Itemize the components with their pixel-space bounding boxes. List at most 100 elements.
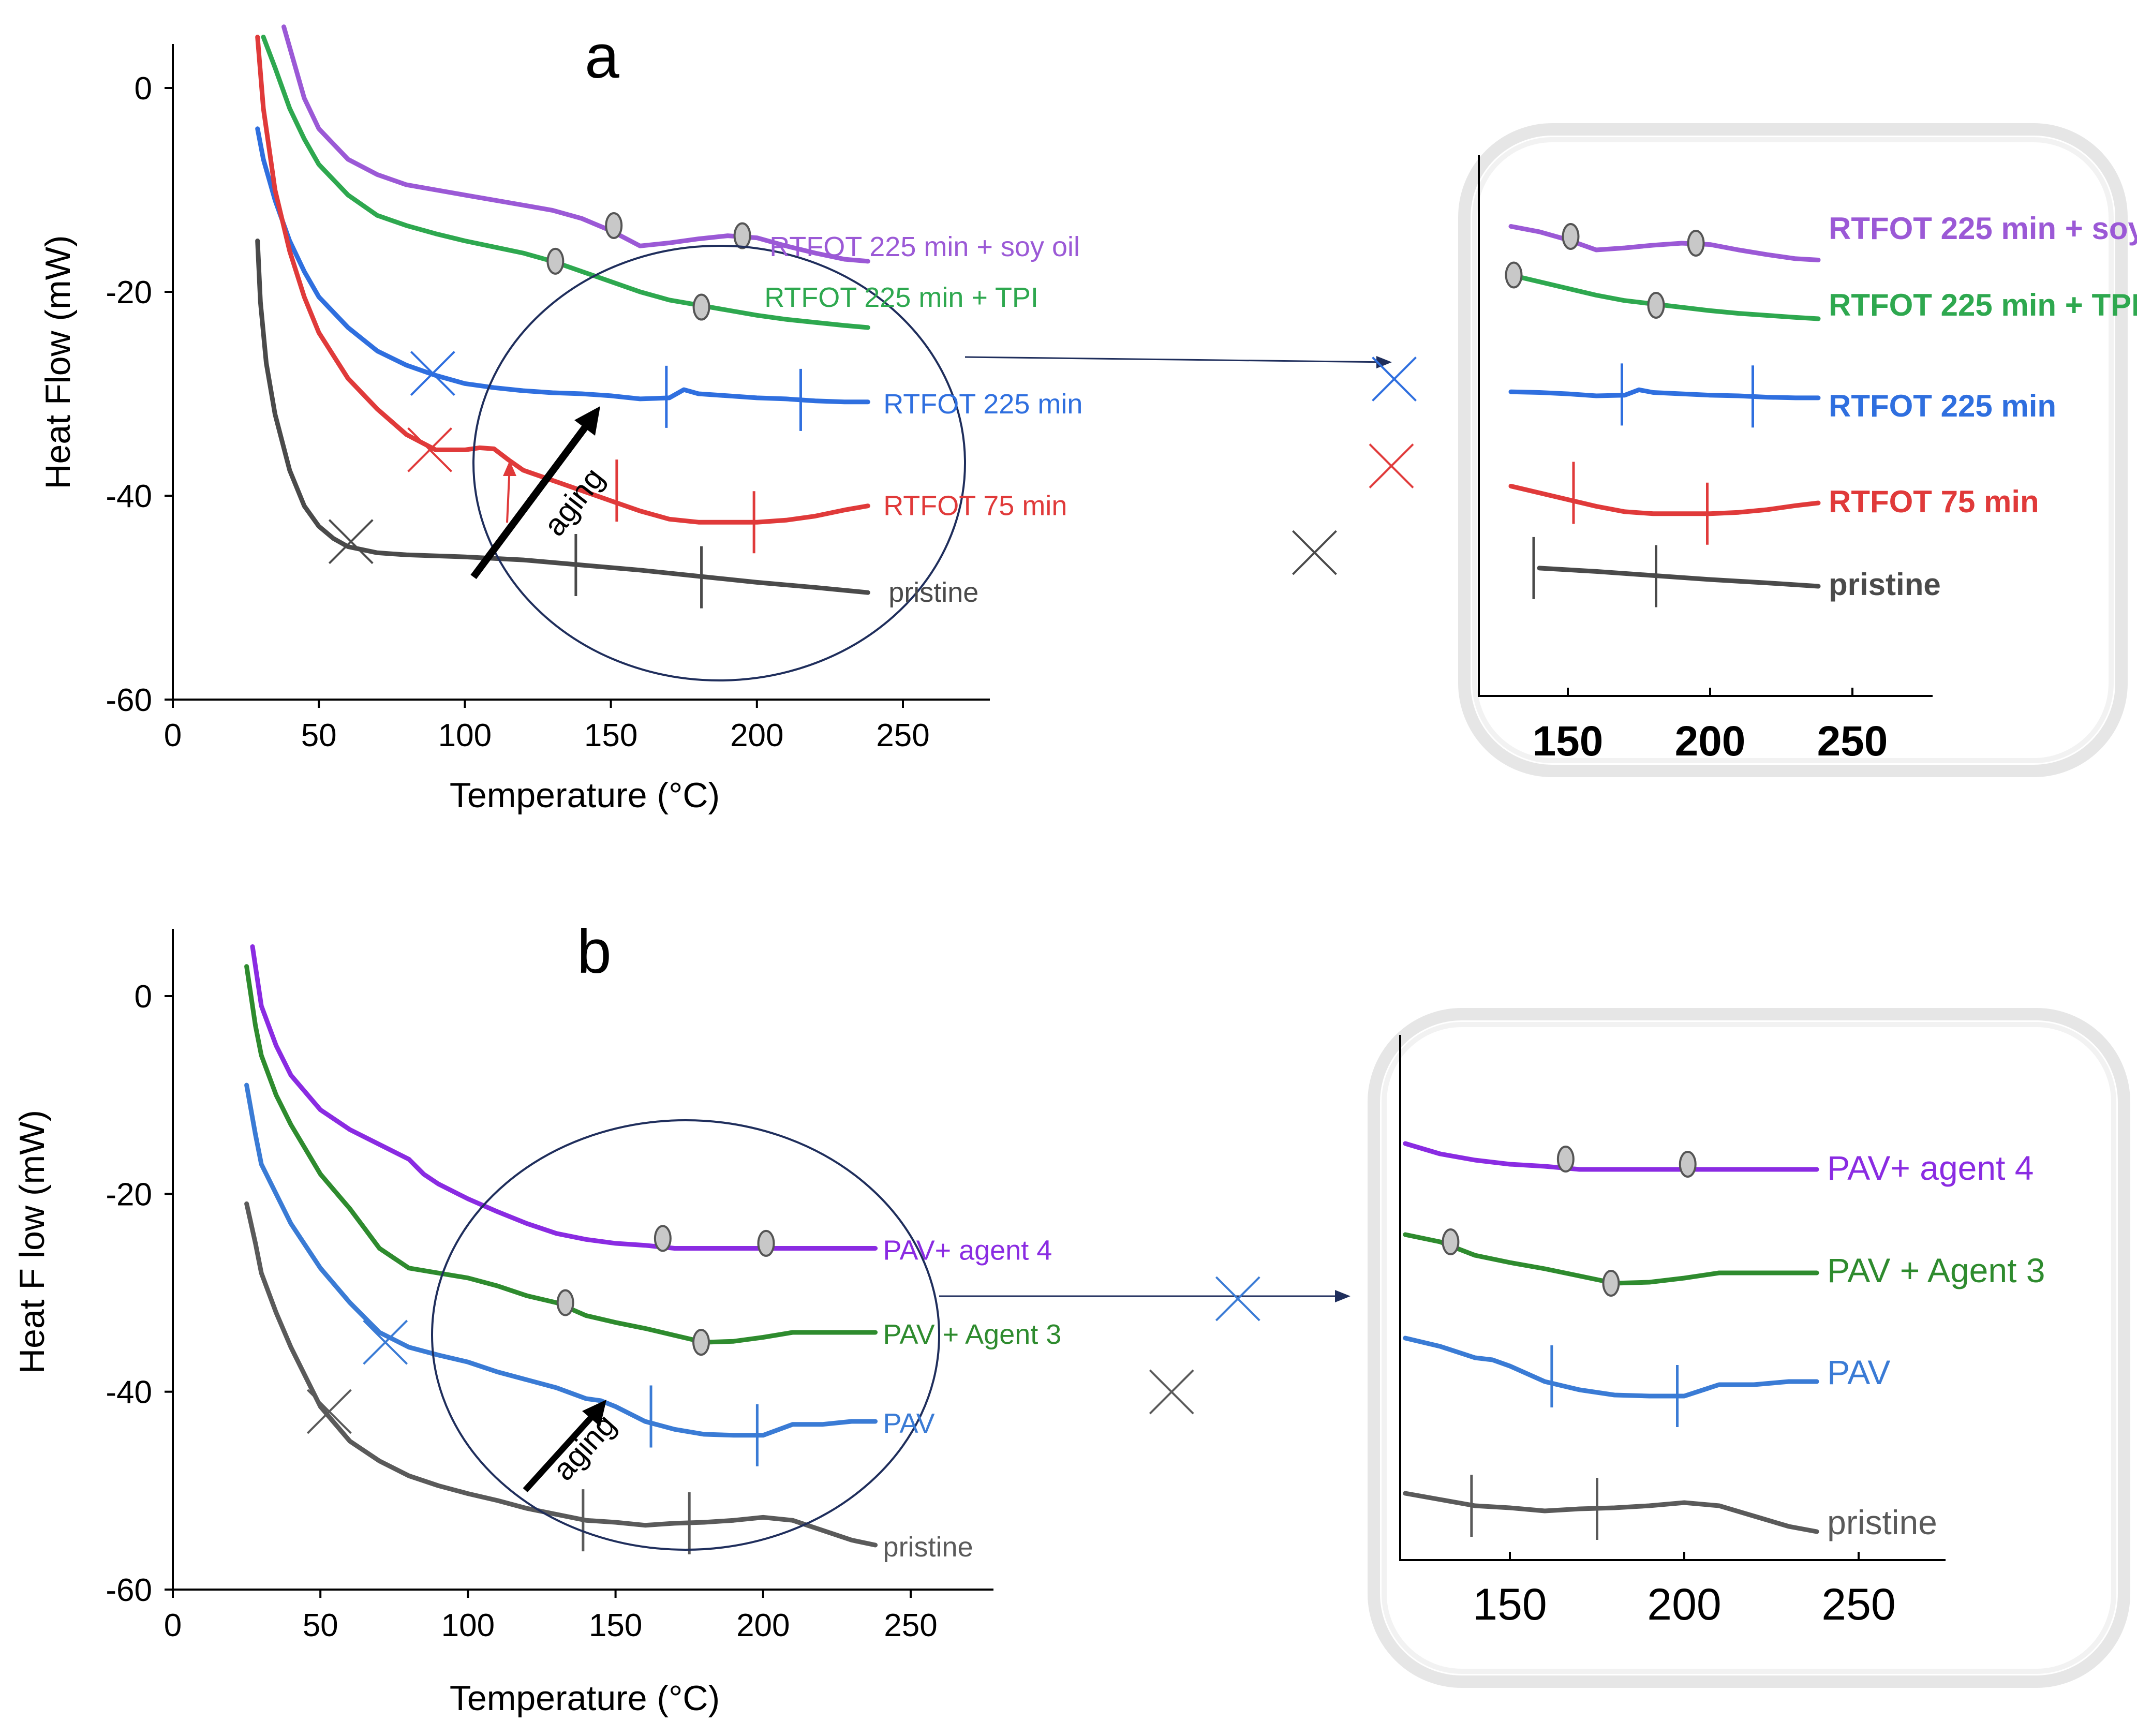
series-label: PAV+ agent 4 [883, 1235, 1052, 1266]
transition-marker-oval [1647, 292, 1665, 319]
panel-b-inset-series [1149, 1141, 1819, 1540]
series-line-rtfot-225-min-soy-oil [281, 24, 870, 264]
transition-marker-oval [1562, 223, 1580, 250]
y-tick-label: -40 [106, 1375, 152, 1411]
panel-b-x-ticks: 0 50 100 150 200 250 [164, 1590, 938, 1643]
inset-x-tick-label: 200 [1675, 718, 1746, 765]
panel-b-highlight-circle [431, 1119, 940, 1551]
panel-b-aging-arrow [523, 1405, 603, 1493]
series-line-rtfot-225-min-tpi [261, 35, 870, 330]
inset-series-line [1403, 1491, 1819, 1534]
panel-b-aging-label: aging [546, 1407, 622, 1487]
inset-x-tick-label: 250 [1821, 1580, 1896, 1629]
x-tick-label: 150 [584, 718, 637, 753]
series-label: PAV [883, 1408, 935, 1439]
transition-marker-oval [692, 1329, 710, 1356]
panel-b-inset-axis [1399, 1035, 1946, 1561]
series-label: RTFOT 225 min + TPI [764, 282, 1038, 313]
panel-b-y-ticks: 0 -20 -40 -60 [106, 979, 173, 1608]
transition-marker-oval [546, 247, 565, 275]
panel-a-series [255, 24, 870, 609]
panel-a-inset-labels: RTFOT 225 min + soy oi RTFOT 225 min + TP… [1829, 211, 2137, 602]
y-tick-label: -60 [106, 682, 152, 718]
panel-b-inset-labels: PAV+ agent 4 PAV + Agent 3 PAV pristine [1827, 1149, 2045, 1541]
panel-a-inset-series [1292, 223, 1821, 607]
inset-x-tick-label: 200 [1647, 1580, 1722, 1629]
panel-a-axes: 0 50 100 150 200 250 0 -20 -40 -60 Temperature (… [38, 44, 990, 815]
inset-series-label: RTFOT 225 min + soy oi [1829, 211, 2137, 246]
inset-series-label: RTFOT 225 min [1829, 389, 2056, 423]
glass-transition-cross [407, 427, 453, 472]
panel-a-aging-arrowhead [574, 406, 600, 436]
panel-a-zoom-connector [964, 356, 1390, 363]
transition-marker-oval [1687, 230, 1705, 257]
panel-a-aging-arrow [470, 411, 598, 580]
transition-marker-oval [757, 1229, 775, 1257]
x-tick-label: 0 [164, 1608, 182, 1643]
transition-marker-oval [1442, 1228, 1460, 1255]
series-line-pristine [255, 239, 870, 595]
panel-a-letter: a [585, 22, 619, 91]
transition-marker-oval [1505, 261, 1523, 289]
panel-b: b 0 50 100 150 200 250 0 -20 -40 -60 Temperature… [12, 917, 1351, 1718]
inset-series-line [1508, 484, 1821, 516]
inset-series-label: RTFOT 225 min + TPI [1829, 288, 2137, 322]
glass-transition-cross [410, 351, 455, 396]
glass-transition-cross [328, 519, 374, 565]
inset-series-label: PAV + Agent 3 [1827, 1251, 2045, 1289]
panel-a: a 0 50 100 150 200 250 0 -20 -40 -60 Temperature… [38, 22, 1392, 815]
x-tick-label: 0 [164, 718, 182, 753]
panel-a-y-axis-title: Heat Flow (mW) [38, 235, 78, 489]
inset-series-label: RTFOT 75 min [1829, 484, 2039, 519]
transition-marker-oval [1556, 1146, 1575, 1173]
glass-transition-cross [1215, 1276, 1260, 1322]
transition-marker-oval [654, 1225, 672, 1252]
series-line-pristine [244, 1201, 878, 1548]
panel-a-inset-axis [1478, 155, 1933, 697]
panel-b-series [244, 944, 878, 1554]
panel-b-axes: 0 50 100 150 200 250 0 -20 -40 -60 Temperature (… [12, 929, 993, 1718]
inset-x-tick-label: 150 [1473, 1580, 1547, 1629]
inset-series-line [1403, 1336, 1819, 1399]
inset-series-label: pristine [1827, 1503, 1937, 1541]
x-tick-label: 200 [736, 1608, 790, 1643]
glass-transition-cross [1372, 357, 1417, 402]
panel-a-red-arrowhead [503, 461, 516, 476]
inset-x-tick-label: 250 [1817, 718, 1888, 765]
y-tick-label: -60 [106, 1572, 152, 1608]
series-label: PAV + Agent 3 [883, 1319, 1062, 1350]
transition-marker-oval [733, 222, 751, 249]
series-label: pristine [888, 577, 978, 608]
x-tick-label: 250 [884, 1608, 937, 1643]
panel-a-x-ticks: 0 50 100 150 200 250 [164, 700, 930, 753]
y-tick-label: -40 [106, 479, 152, 514]
y-tick-label: 0 [135, 979, 152, 1015]
transition-marker-oval [1602, 1270, 1620, 1297]
glass-transition-cross [306, 1389, 352, 1434]
transition-marker-oval [1679, 1151, 1697, 1178]
inset-series-line [1508, 273, 1821, 321]
y-tick-label: 0 [135, 71, 152, 107]
glass-transition-cross [1369, 443, 1414, 488]
transition-marker-oval [692, 293, 710, 321]
x-tick-label: 100 [438, 718, 492, 753]
series-label: pristine [883, 1532, 973, 1563]
panel-b-aging-arrowhead [582, 1400, 606, 1427]
panel-a-y-ticks: 0 -20 -40 -60 [106, 71, 173, 718]
y-tick-label: -20 [106, 275, 152, 310]
series-label: RTFOT 225 min [883, 389, 1082, 420]
glass-transition-cross [1149, 1369, 1194, 1415]
panel-a-highlight-circle [472, 245, 966, 681]
panel-b-letter: b [577, 917, 612, 986]
inset-series-label: PAV [1827, 1353, 1890, 1391]
series-line-pav-agent-3 [244, 964, 878, 1345]
x-tick-label: 50 [301, 718, 337, 753]
panel-b-x-axis-title: Temperature (°C) [450, 1679, 720, 1718]
inset-series-label: pristine [1829, 567, 1941, 602]
panel-b-zoom-connector-head [1335, 1290, 1351, 1302]
transition-marker-oval [556, 1289, 574, 1316]
panel-a-series-labels: RTFOT 225 min + soy oil RTFOT 225 min + T… [764, 231, 1082, 608]
panel-b-y-axis-title: Heat F low (mW) [12, 1110, 52, 1374]
series-label: RTFOT 225 min + soy oil [769, 231, 1080, 262]
